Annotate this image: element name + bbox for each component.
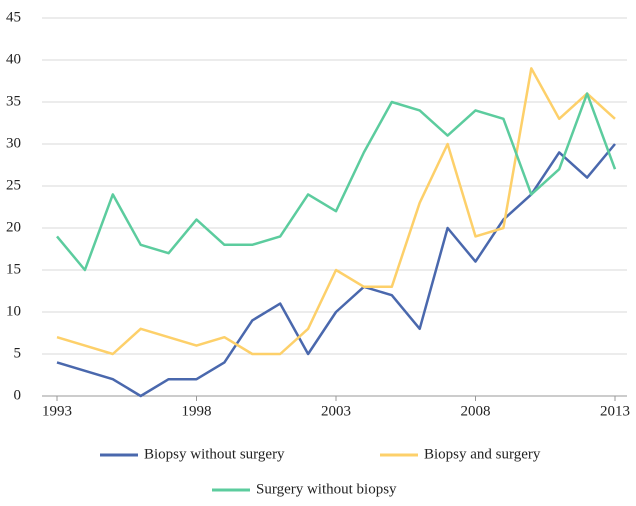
y-tick-label: 0: [14, 387, 22, 403]
x-tick-label: 2008: [461, 403, 491, 419]
x-tick-label: 2013: [600, 403, 630, 419]
legend-label: Biopsy without surgery: [144, 446, 285, 462]
y-tick-label: 15: [6, 261, 21, 277]
x-tick-label: 1998: [182, 403, 212, 419]
x-tick-label: 1993: [42, 403, 72, 419]
y-tick-label: 5: [14, 345, 22, 361]
y-tick-label: 45: [6, 9, 21, 25]
y-tick-label: 10: [6, 303, 21, 319]
series-line: [56, 67, 616, 356]
y-tick-label: 20: [6, 219, 21, 235]
y-tick-label: 25: [6, 177, 21, 193]
legend-label: Biopsy and surgery: [424, 446, 541, 462]
y-tick-label: 35: [6, 93, 21, 109]
y-tick-label: 30: [6, 135, 21, 151]
x-tick-label: 2003: [321, 403, 351, 419]
y-tick-label: 40: [6, 51, 21, 67]
legend-label: Surgery without biopsy: [256, 481, 397, 497]
series-line: [56, 92, 617, 272]
series-line: [56, 143, 616, 398]
